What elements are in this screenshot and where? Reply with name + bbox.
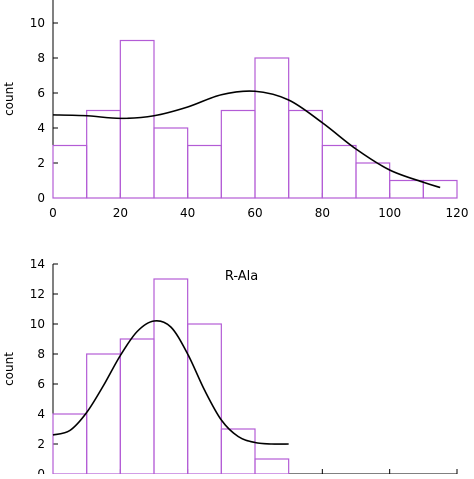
histogram-bar bbox=[86, 109, 121, 199]
y-tick-label: 14 bbox=[30, 257, 45, 271]
x-tick-label: 120 bbox=[446, 206, 469, 220]
fit-curve bbox=[52, 90, 441, 189]
fit-curve bbox=[52, 320, 289, 445]
y-tick-label: 2 bbox=[37, 437, 45, 451]
histogram-bar bbox=[187, 323, 222, 475]
histogram-bar bbox=[52, 413, 88, 475]
histogram-bar bbox=[220, 109, 256, 199]
x-tick-label: 40 bbox=[180, 206, 195, 220]
y-tick-label: 0 bbox=[37, 191, 45, 205]
y-tick-label: 2 bbox=[37, 156, 45, 170]
y-tick-label: 8 bbox=[37, 51, 45, 65]
histogram-bar bbox=[254, 458, 290, 475]
histogram-bar bbox=[321, 144, 357, 199]
histogram-bar bbox=[86, 353, 121, 475]
y-tick-label: 4 bbox=[37, 121, 45, 135]
x-tick-label: 80 bbox=[315, 206, 330, 220]
panel-title: R-Ala bbox=[225, 269, 258, 284]
x-tick-label: 0 bbox=[49, 206, 57, 220]
histogram-bar bbox=[153, 278, 189, 475]
histogram-bar bbox=[187, 144, 222, 199]
y-tick-label: 6 bbox=[37, 86, 45, 100]
y-tick-label: 10 bbox=[30, 16, 45, 30]
histogram-bar bbox=[389, 179, 424, 199]
x-tick-label: 20 bbox=[113, 206, 128, 220]
panel-top: 024681012020406080100120count bbox=[2, 0, 468, 220]
y-tick-label: 10 bbox=[30, 317, 45, 331]
panel-bottom: 0 2 4 6 8 10 12 14 count R-Ala bbox=[2, 257, 458, 479]
y-axis-title: count bbox=[2, 82, 16, 116]
y-tick-label: 6 bbox=[37, 377, 45, 391]
y-axis-title: count bbox=[2, 352, 16, 386]
histogram-bar bbox=[422, 179, 458, 199]
y-tick-label: 12 bbox=[30, 287, 45, 301]
histogram-bar bbox=[52, 144, 88, 199]
x-tick-label: 100 bbox=[378, 206, 401, 220]
histogram-bar bbox=[254, 57, 290, 199]
histogram-bar bbox=[119, 338, 155, 475]
y-tick-label: 0 bbox=[37, 467, 45, 474]
histogram-bar bbox=[288, 109, 323, 199]
y-tick-label: 4 bbox=[37, 407, 45, 421]
histogram-bar bbox=[119, 39, 155, 199]
y-tick-label: 8 bbox=[37, 347, 45, 361]
histogram-bar bbox=[153, 127, 189, 199]
x-tick-label: 60 bbox=[247, 206, 262, 220]
